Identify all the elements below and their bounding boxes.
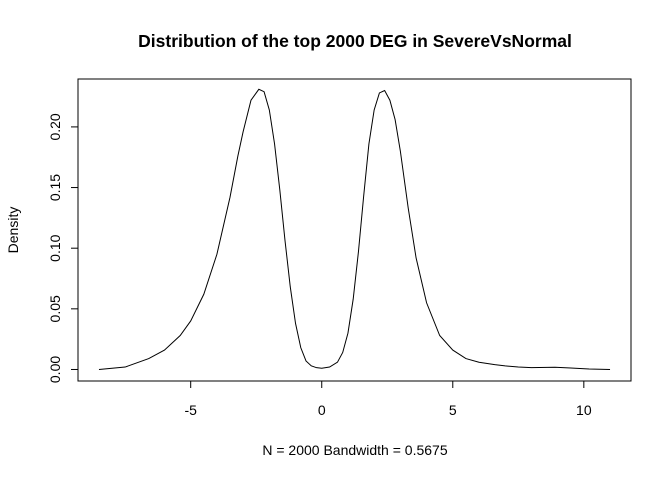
chart-title: Distribution of the top 2000 DEG in Seve… (138, 31, 572, 51)
x-tick-label: 10 (576, 402, 592, 418)
y-tick-label: 0.10 (47, 234, 63, 261)
x-axis-label: N = 2000 Bandwidth = 0.5675 (262, 442, 447, 458)
y-tick-label: 0.00 (47, 356, 63, 383)
x-tick-label: -5 (184, 402, 197, 418)
plot-frame (77, 78, 632, 382)
density-curve (98, 88, 611, 370)
x-tick-label: 5 (449, 402, 457, 418)
y-axis-label: Density (5, 207, 21, 254)
y-tick-label: 0.15 (47, 174, 63, 201)
y-tick-label: 0.05 (47, 295, 63, 322)
y-axis: 0.00 0.05 0.10 0.15 0.20 (47, 113, 79, 383)
x-axis: -5 0 5 10 (184, 380, 592, 418)
x-tick-label: 0 (318, 402, 326, 418)
y-tick-label: 0.20 (47, 113, 63, 140)
